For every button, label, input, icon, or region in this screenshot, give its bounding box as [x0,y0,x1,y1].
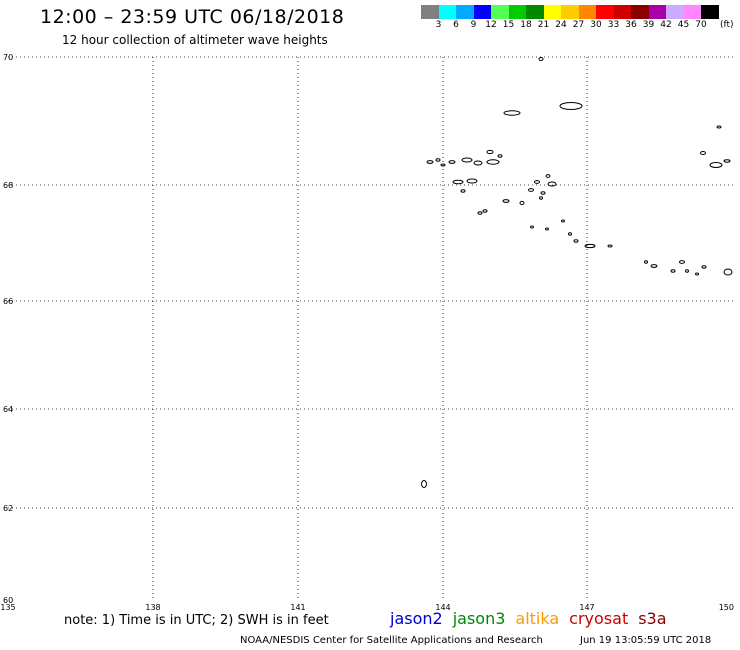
mission-label: altika [515,609,560,628]
color-scale-swatches [421,5,719,19]
scale-unit-label: (ft) [720,20,734,30]
scale-swatch [543,5,561,19]
scale-swatch [491,5,509,19]
map-subtitle: 12 hour collection of altimeter wave hei… [62,33,328,47]
scale-label: 21 [537,20,550,30]
map-title: 12:00 – 23:59 UTC 06/18/2018 [40,6,345,28]
longitude-label: 150 [719,603,734,612]
scale-swatch [438,5,456,19]
scale-swatch [666,5,684,19]
mission-label: jason3 [452,609,506,628]
scale-label: 30 [590,20,602,30]
footer-note: note: 1) Time is in UTC; 2) SWH is in fe… [64,613,329,628]
scale-swatch [578,5,596,19]
scale-swatch [683,5,701,19]
scale-label: 3 [435,20,442,30]
scale-swatch [648,5,666,19]
wave-height-color-scale: (ft) 3 6 9 12 15 18 21 24 27 30 33 36 39 42 45 70 [421,5,734,31]
scale-swatch [473,5,491,19]
scale-label: 33 [607,20,620,30]
scale-label: 24 [555,20,567,30]
scale-label: 6 [453,20,459,30]
latitude-label: 62 [3,504,13,513]
latitude-label: 64 [3,405,13,414]
mission-legend: jason2 jason3 altika cryosat s3a [390,609,677,628]
latitude-label: 68 [3,181,13,190]
scale-label: 70 [695,20,707,30]
scale-swatch [561,5,579,19]
scale-label: 36 [625,20,637,30]
longitude-label: 141 [290,603,305,612]
scale-swatch [456,5,474,19]
longitude-label: 135 [0,603,15,612]
scale-swatch [526,5,544,19]
latitude-label: 66 [3,297,13,306]
scale-swatch [596,5,614,19]
longitude-label: 138 [145,603,160,612]
generated-timestamp: Jun 19 13:05:59 UTC 2018 [580,635,712,646]
scale-swatch [421,5,439,19]
mission-label: s3a [638,609,667,628]
scale-swatch [631,5,649,19]
scale-label: 45 [677,20,690,30]
credit-line: NOAA/NESDIS Center for Satellite Applica… [240,635,543,646]
longitude-label: 147 [579,603,594,612]
scale-swatch [508,5,526,19]
scale-label: 42 [660,20,672,30]
mission-label: cryosat [569,609,629,628]
latitude-label: 70 [3,53,13,62]
lat-lon-grid [8,56,734,600]
coastline-islands [421,57,733,488]
latitude-label: 60 [3,596,13,605]
mission-label: jason2 [390,609,443,628]
scale-label: 15 [502,20,515,30]
scale-label: 9 [470,20,477,30]
scale-swatch [613,5,631,19]
scale-swatch [701,5,719,19]
scale-label: 27 [572,20,585,30]
color-scale-labels: (ft) 3 6 9 12 15 18 21 24 27 30 33 36 39 42 45 70 [421,19,734,31]
scale-label: 39 [642,20,655,30]
scale-label: 12 [485,20,497,30]
scale-label: 18 [520,20,532,30]
longitude-label: 144 [435,603,450,612]
